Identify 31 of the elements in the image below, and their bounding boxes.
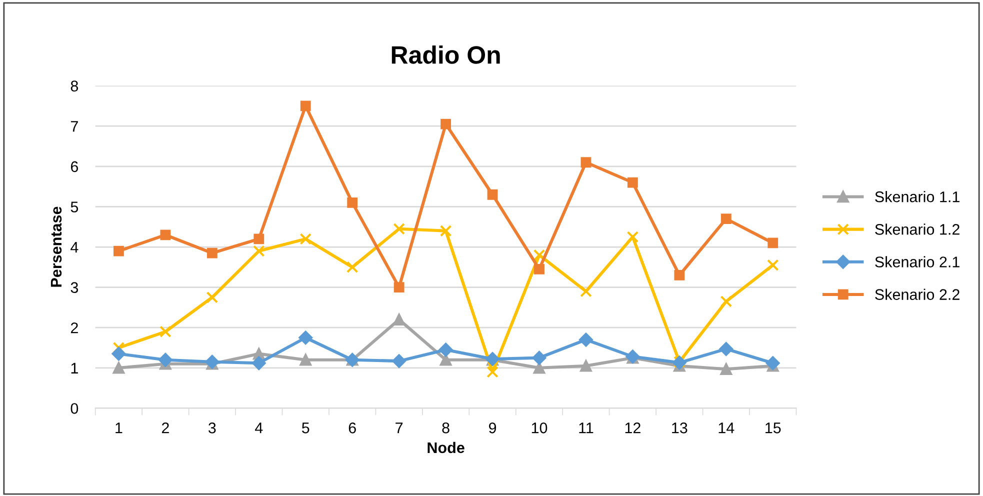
- x-tick-label: 11: [579, 422, 594, 434]
- y-tick-label: 5: [70, 202, 78, 212]
- x-tick-label: 6: [348, 422, 356, 434]
- x-tick-label: 2: [162, 422, 169, 434]
- x-tick-label: 15: [766, 422, 781, 434]
- x-tick-label: 3: [208, 422, 216, 434]
- legend-label: Skenario 1.2: [875, 224, 960, 235]
- y-tick-label: 6: [70, 161, 78, 172]
- chart-title: Radio On: [392, 45, 500, 64]
- x-tick-label: 10: [532, 422, 548, 434]
- x-tick-label: 8: [442, 422, 450, 434]
- y-tick-label: 8: [70, 80, 78, 92]
- x-tick-label: 9: [488, 422, 496, 434]
- legend-label: Skenario 2.2: [875, 288, 960, 300]
- legend-label: Skenario 1.1: [875, 191, 960, 202]
- y-tick-label: 7: [70, 121, 78, 132]
- y-tick-label: 4: [70, 242, 78, 253]
- y-tick-label: 3: [70, 282, 78, 293]
- legend-label: Skenario 2.1: [875, 256, 960, 268]
- y-tick-label: 1: [71, 362, 78, 374]
- x-tick-label: 7: [396, 422, 403, 434]
- y-tick-label: 2: [70, 322, 78, 334]
- y-tick-label: 0: [70, 403, 78, 414]
- x-axis-title: Node: [428, 442, 464, 454]
- x-tick-label: 4: [254, 422, 263, 434]
- x-tick-label: 5: [302, 422, 310, 434]
- x-tick-label: 1: [116, 422, 122, 434]
- y-axis-title: Persentase: [50, 206, 62, 287]
- x-tick-label: 13: [672, 422, 688, 434]
- x-tick-label: 14: [718, 422, 734, 434]
- x-tick-label: 12: [625, 422, 640, 434]
